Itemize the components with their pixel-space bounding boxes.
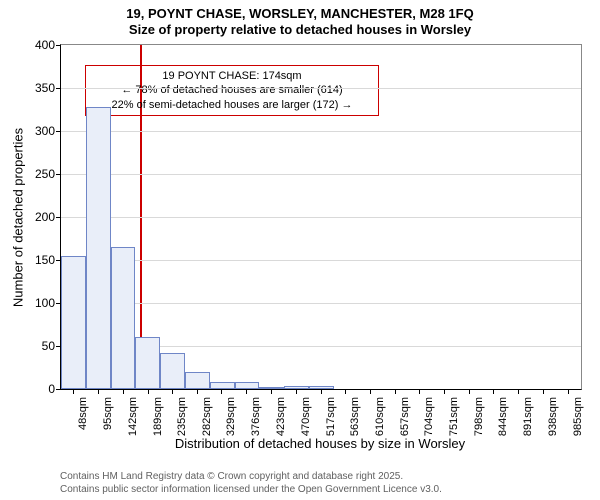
grid-line bbox=[61, 131, 581, 132]
x-tick-mark bbox=[543, 389, 544, 394]
histogram-bar bbox=[235, 382, 260, 389]
x-tick-label: 48sqm bbox=[77, 397, 89, 430]
histogram-bar bbox=[111, 247, 136, 389]
x-tick-label: 235sqm bbox=[176, 397, 188, 436]
histogram-bar bbox=[61, 256, 86, 389]
grid-line bbox=[61, 174, 581, 175]
x-tick-label: 844sqm bbox=[497, 397, 509, 436]
grid-line bbox=[61, 303, 581, 304]
annotation-line1: 19 POYNT CHASE: 174sqm bbox=[92, 69, 372, 83]
grid-line bbox=[61, 260, 581, 261]
x-tick-label: 563sqm bbox=[349, 397, 361, 436]
x-tick-label: 891sqm bbox=[522, 397, 534, 436]
x-tick-mark bbox=[321, 389, 322, 394]
plot-area: 19 POYNT CHASE: 174sqm ← 78% of detached… bbox=[60, 44, 582, 390]
attribution-footer: Contains HM Land Registry data © Crown c… bbox=[60, 470, 442, 496]
x-tick-mark bbox=[444, 389, 445, 394]
x-tick-mark bbox=[221, 389, 222, 394]
x-tick-mark bbox=[518, 389, 519, 394]
y-tick-label: 350 bbox=[35, 81, 61, 95]
x-tick-mark bbox=[345, 389, 346, 394]
x-tick-label: 470sqm bbox=[300, 397, 312, 436]
x-tick-label: 423sqm bbox=[275, 397, 287, 436]
x-tick-label: 798sqm bbox=[473, 397, 485, 436]
x-tick-label: 329sqm bbox=[225, 397, 237, 436]
histogram-bar bbox=[210, 382, 235, 389]
x-tick-label: 189sqm bbox=[152, 397, 164, 436]
x-tick-label: 376sqm bbox=[250, 397, 262, 436]
footer-line2: Contains public sector information licen… bbox=[60, 483, 442, 496]
annotation-box: 19 POYNT CHASE: 174sqm ← 78% of detached… bbox=[85, 65, 379, 116]
x-tick-mark bbox=[246, 389, 247, 394]
x-tick-mark bbox=[98, 389, 99, 394]
y-tick-label: 400 bbox=[35, 38, 61, 52]
x-tick-label: 517sqm bbox=[325, 397, 337, 436]
x-tick-mark bbox=[469, 389, 470, 394]
x-tick-mark bbox=[395, 389, 396, 394]
y-tick-label: 200 bbox=[35, 210, 61, 224]
chart-title-line1: 19, POYNT CHASE, WORSLEY, MANCHESTER, M2… bbox=[0, 6, 600, 21]
y-tick-label: 100 bbox=[35, 296, 61, 310]
x-tick-label: 95sqm bbox=[102, 397, 114, 430]
y-tick-label: 150 bbox=[35, 253, 61, 267]
x-tick-mark bbox=[419, 389, 420, 394]
x-tick-mark bbox=[568, 389, 569, 394]
x-axis-label: Distribution of detached houses by size … bbox=[60, 436, 580, 451]
chart-container: 19, POYNT CHASE, WORSLEY, MANCHESTER, M2… bbox=[0, 0, 600, 500]
x-tick-mark bbox=[73, 389, 74, 394]
histogram-bar bbox=[185, 372, 210, 389]
x-tick-label: 282sqm bbox=[201, 397, 213, 436]
x-tick-mark bbox=[296, 389, 297, 394]
y-axis-label: Number of detached properties bbox=[11, 118, 26, 318]
x-tick-label: 985sqm bbox=[572, 397, 584, 436]
histogram-bar bbox=[135, 337, 160, 389]
x-tick-label: 938sqm bbox=[547, 397, 559, 436]
x-tick-mark bbox=[123, 389, 124, 394]
y-tick-label: 300 bbox=[35, 124, 61, 138]
annotation-line3: 22% of semi-detached houses are larger (… bbox=[92, 98, 372, 112]
x-tick-mark bbox=[197, 389, 198, 394]
x-tick-label: 142sqm bbox=[127, 397, 139, 436]
histogram-bar bbox=[86, 107, 111, 389]
x-tick-mark bbox=[148, 389, 149, 394]
grid-line bbox=[61, 217, 581, 218]
x-tick-label: 704sqm bbox=[423, 397, 435, 436]
x-tick-mark bbox=[370, 389, 371, 394]
x-tick-label: 657sqm bbox=[399, 397, 411, 436]
annotation-line2: ← 78% of detached houses are smaller (61… bbox=[92, 83, 372, 97]
footer-line1: Contains HM Land Registry data © Crown c… bbox=[60, 470, 442, 483]
histogram-bar bbox=[160, 353, 185, 389]
y-tick-label: 50 bbox=[42, 339, 61, 353]
chart-title-line2: Size of property relative to detached ho… bbox=[0, 22, 600, 37]
x-tick-mark bbox=[271, 389, 272, 394]
x-tick-mark bbox=[172, 389, 173, 394]
x-tick-label: 610sqm bbox=[374, 397, 386, 436]
grid-line bbox=[61, 88, 581, 89]
x-tick-label: 751sqm bbox=[448, 397, 460, 436]
y-tick-label: 0 bbox=[48, 382, 61, 396]
y-tick-label: 250 bbox=[35, 167, 61, 181]
x-tick-mark bbox=[493, 389, 494, 394]
